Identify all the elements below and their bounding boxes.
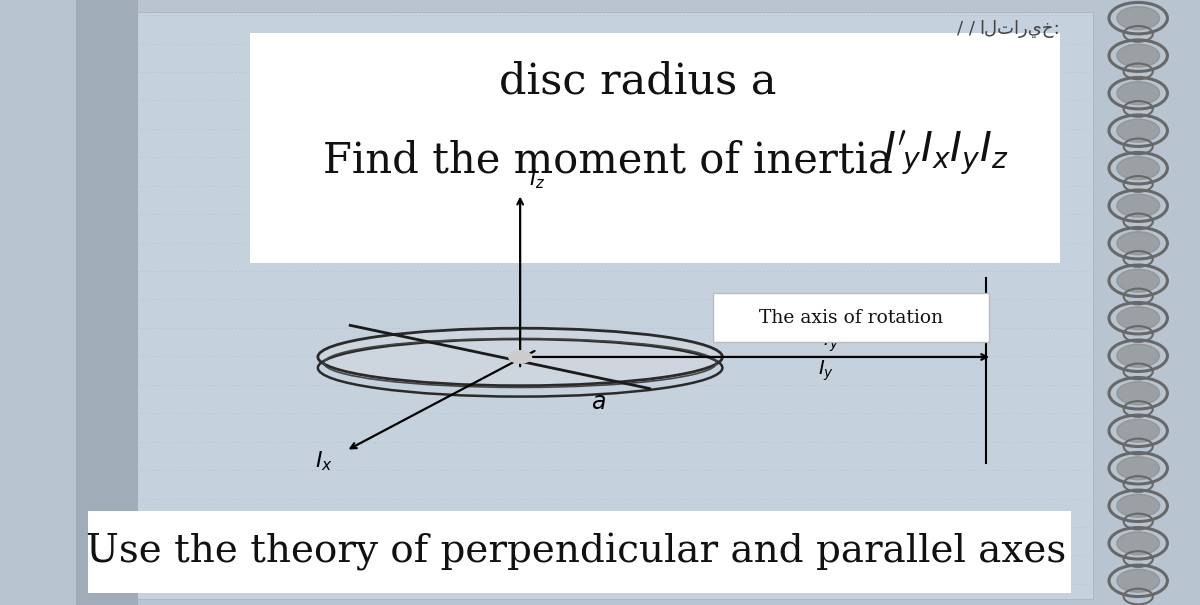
Circle shape — [1117, 82, 1159, 105]
Text: $\mathit{I}_x$: $\mathit{I}_x$ — [314, 449, 332, 473]
Circle shape — [1117, 194, 1159, 217]
Circle shape — [1117, 269, 1159, 292]
FancyBboxPatch shape — [77, 0, 138, 605]
Text: $\mathit{I}_z$: $\mathit{I}_z$ — [529, 167, 545, 191]
Text: Find the moment of inertia: Find the moment of inertia — [324, 139, 893, 182]
Text: Use the theory of perpendicular and parallel axes: Use the theory of perpendicular and para… — [86, 533, 1067, 571]
Circle shape — [1117, 119, 1159, 142]
Text: $\mathit{I}_y$: $\mathit{I}_y$ — [818, 358, 834, 382]
Circle shape — [1117, 457, 1159, 480]
Circle shape — [1117, 569, 1159, 592]
Circle shape — [1117, 494, 1159, 517]
Circle shape — [1117, 307, 1159, 330]
Circle shape — [1117, 344, 1159, 367]
Circle shape — [1117, 382, 1159, 405]
Text: / /: / / — [958, 20, 976, 38]
Circle shape — [1117, 419, 1159, 442]
Circle shape — [1117, 532, 1159, 555]
Text: $\mathit{I}'_{\!y}\mathit{I}_x\mathit{I}_y\mathit{I}_z$: $\mathit{I}'_{\!y}\mathit{I}_x\mathit{I}… — [883, 128, 1009, 177]
FancyBboxPatch shape — [88, 12, 1093, 599]
FancyBboxPatch shape — [88, 511, 1070, 593]
Circle shape — [509, 351, 532, 363]
Text: The axis of rotation: The axis of rotation — [760, 309, 943, 327]
Circle shape — [1117, 44, 1159, 67]
Circle shape — [1117, 7, 1159, 30]
FancyBboxPatch shape — [251, 33, 1060, 263]
Text: $a$: $a$ — [592, 391, 606, 414]
Ellipse shape — [318, 329, 722, 386]
FancyBboxPatch shape — [714, 293, 989, 342]
Circle shape — [1117, 232, 1159, 255]
Text: $-\mathit{I}_y$: $-\mathit{I}_y$ — [806, 330, 839, 354]
Circle shape — [1117, 157, 1159, 180]
Text: disc radius a: disc radius a — [499, 60, 776, 103]
Text: التاريخ:: التاريخ: — [979, 20, 1060, 38]
